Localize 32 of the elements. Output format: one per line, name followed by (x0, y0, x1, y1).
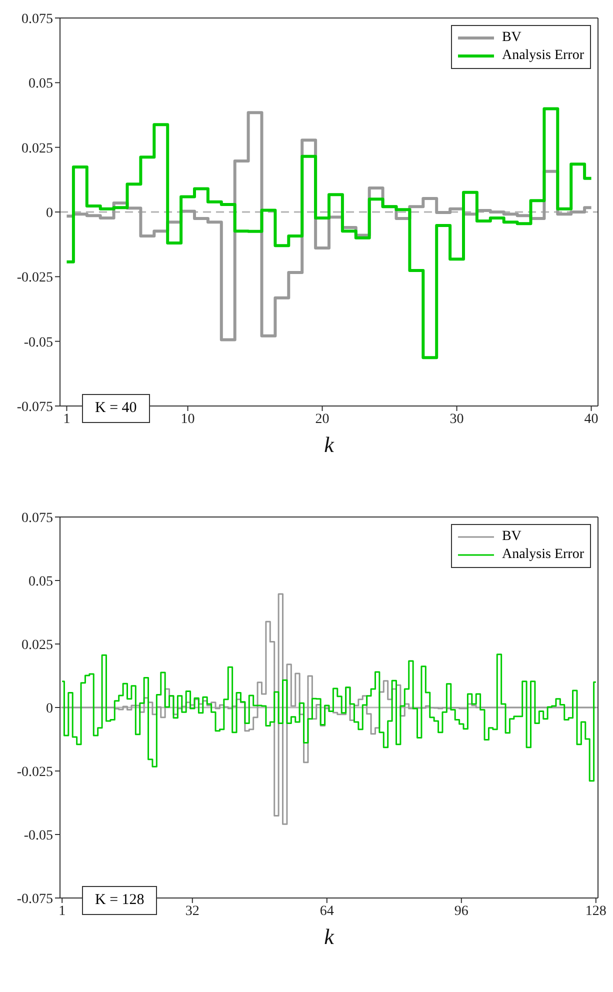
y-tick-label: 0.075 (22, 510, 53, 526)
legend-label: Analysis Error (502, 546, 584, 564)
x-tick-label: 64 (320, 904, 334, 919)
y-tick-label: 0.025 (22, 638, 53, 653)
y-tick-label: -0.025 (16, 270, 53, 286)
x-tick-label: 1 (58, 904, 66, 919)
y-tick-label: -0.05 (24, 335, 53, 350)
y-tick-label: -0.025 (16, 764, 53, 780)
y-tick-label: 0 (46, 701, 53, 716)
x-tick-label: 1 (63, 412, 70, 427)
y-tick-label: -0.05 (24, 828, 53, 844)
x-tick-label: 20 (315, 412, 330, 427)
y-tick-label: 0.075 (22, 12, 53, 27)
y-tick-label: 0.025 (22, 141, 53, 156)
y-tick-label: -0.075 (16, 892, 53, 907)
y-tick-label: 0.05 (28, 574, 53, 590)
x-axis-title: k (324, 924, 336, 949)
x-axis-title: k (324, 432, 336, 457)
annotation: K = 40 (82, 394, 150, 423)
x-tick-label: 128 (585, 904, 606, 919)
legend-label: Analysis Error (502, 47, 584, 65)
x-tick-label: 96 (454, 904, 468, 919)
x-tick-label: 30 (450, 412, 464, 427)
x-tick-label: 40 (584, 412, 598, 427)
annotation: K = 128 (82, 886, 158, 915)
x-tick-label: 10 (180, 412, 195, 427)
legend-label: BV (502, 29, 522, 47)
y-tick-label: -0.075 (16, 400, 53, 415)
legend-label: BV (502, 528, 522, 546)
y-tick-label: 0.05 (28, 76, 53, 92)
x-tick-label: 32 (185, 904, 200, 919)
y-tick-label: 0 (46, 206, 53, 221)
